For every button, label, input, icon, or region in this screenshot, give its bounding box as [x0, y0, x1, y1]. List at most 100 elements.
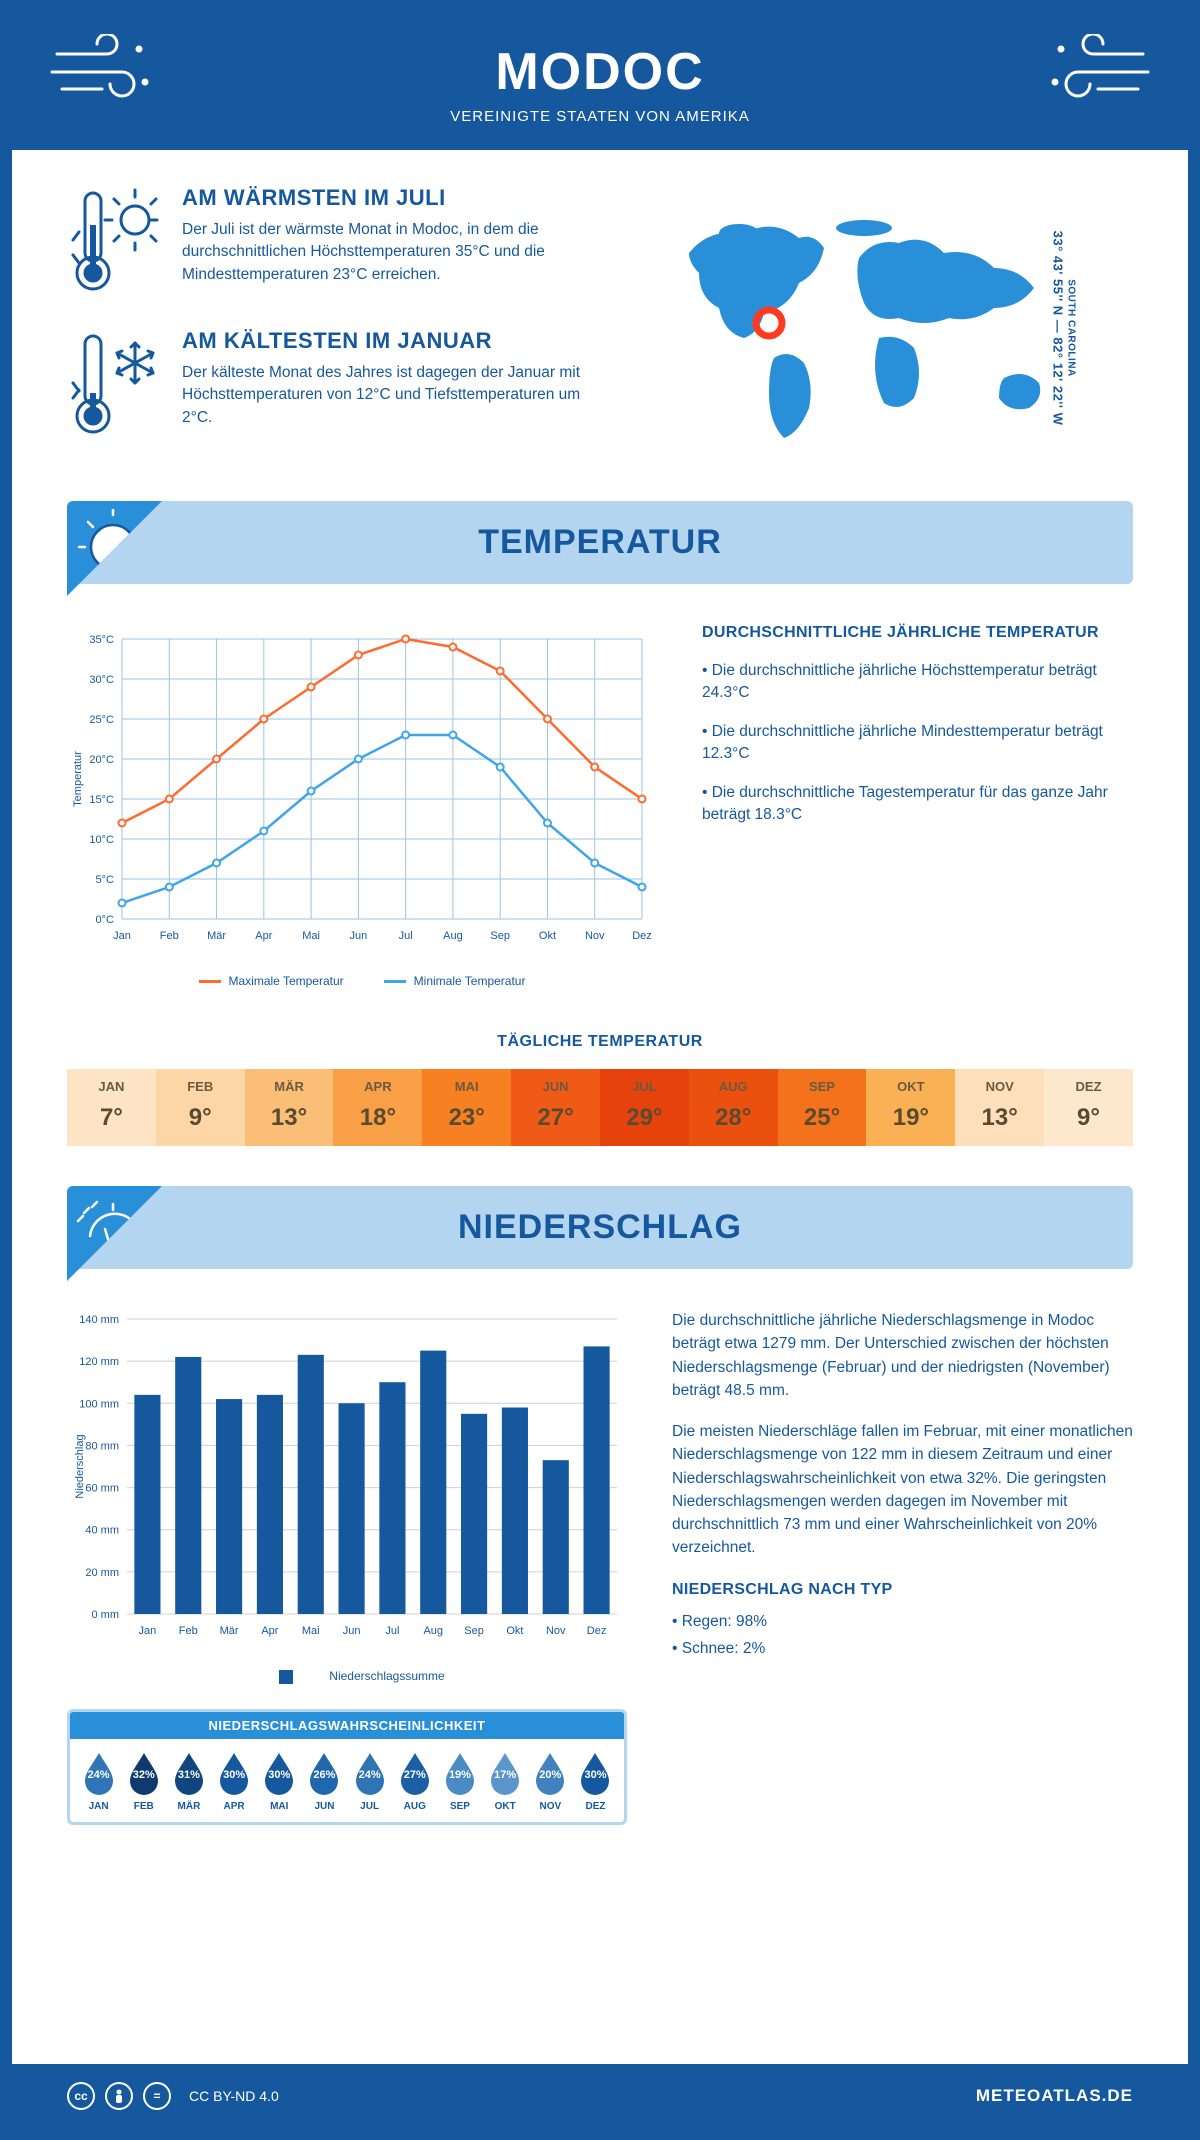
- prob-cell: 24%JAN: [76, 1751, 121, 1812]
- svg-text:Dez: Dez: [587, 1625, 607, 1637]
- heatmap-cell: JAN7°: [67, 1069, 156, 1146]
- legend-sum: Niederschlagssumme: [249, 1669, 444, 1684]
- svg-text:Aug: Aug: [443, 930, 463, 942]
- heatmap-cell: FEB9°: [156, 1069, 245, 1146]
- prob-cell: 17%OKT: [483, 1751, 528, 1812]
- legend-max: Maximale Temperatur: [199, 974, 344, 988]
- svg-text:20°C: 20°C: [89, 754, 114, 766]
- raindrop-icon: 30%: [217, 1751, 251, 1795]
- precip-bullet: • Schnee: 2%: [672, 1637, 1133, 1660]
- heatmap-cell: MÄR13°: [245, 1069, 334, 1146]
- svg-text:Temperatur: Temperatur: [72, 751, 84, 807]
- location-subtitle: VEREINIGTE STAATEN VON AMERIKA: [32, 108, 1168, 125]
- coldest-block: AM KÄLTESTEN IM JANUAR Der kälteste Mona…: [67, 328, 585, 443]
- precip-legend: Niederschlagssumme: [67, 1669, 627, 1684]
- svg-text:Mai: Mai: [302, 1625, 320, 1637]
- prob-cell: 30%APR: [212, 1751, 257, 1812]
- prob-cell: 20%NOV: [528, 1751, 573, 1812]
- raindrop-icon: 30%: [578, 1751, 612, 1795]
- precip-para: Die meisten Niederschläge fallen im Febr…: [672, 1420, 1133, 1560]
- prob-title: NIEDERSCHLAGSWAHRSCHEINLICHKEIT: [70, 1712, 624, 1739]
- coldest-title: AM KÄLTESTEN IM JANUAR: [182, 328, 585, 354]
- precip-bullet: • Regen: 98%: [672, 1610, 1133, 1633]
- coordinates: SOUTH CAROLINA 33° 43' 55'' N — 82° 12' …: [1051, 231, 1077, 426]
- heatmap-cell: AUG28°: [689, 1069, 778, 1146]
- wind-icon: [47, 34, 157, 109]
- svg-text:Okt: Okt: [539, 930, 556, 942]
- precip-type-title: NIEDERSCHLAG NACH TYP: [672, 1578, 1133, 1602]
- coldest-text: Der kälteste Monat des Jahres ist dagege…: [182, 362, 585, 429]
- svg-text:Apr: Apr: [255, 930, 272, 942]
- section-title: TEMPERATUR: [67, 523, 1133, 562]
- svg-text:5°C: 5°C: [96, 874, 115, 886]
- prob-cell: 19%SEP: [437, 1751, 482, 1812]
- precipitation-bar-chart: 0 mm20 mm40 mm60 mm80 mm100 mm120 mm140 …: [67, 1309, 627, 1825]
- svg-text:Jun: Jun: [343, 1625, 361, 1637]
- heatmap-cell: APR18°: [333, 1069, 422, 1146]
- section-title: NIEDERSCHLAG: [67, 1208, 1133, 1247]
- intro-right: SOUTH CAROLINA 33° 43' 55'' N — 82° 12' …: [615, 185, 1133, 471]
- svg-text:100 mm: 100 mm: [79, 1398, 119, 1410]
- prob-cell: 30%DEZ: [573, 1751, 618, 1812]
- license-block: cc = CC BY-ND 4.0: [67, 2082, 279, 2110]
- svg-text:40 mm: 40 mm: [85, 1525, 119, 1537]
- infographic-page: MODOC VEREINIGTE STAATEN VON AMERIKA AM …: [0, 0, 1200, 2140]
- raindrop-icon: 27%: [398, 1751, 432, 1795]
- svg-text:Mär: Mär: [220, 1625, 239, 1637]
- daily-temp-title: TÄGLICHE TEMPERATUR: [12, 1033, 1188, 1051]
- warmest-text: Der Juli ist der wärmste Monat in Modoc,…: [182, 219, 585, 286]
- legend-min: Minimale Temperatur: [384, 974, 526, 988]
- warmest-block: AM WÄRMSTEN IM JULI Der Juli ist der wär…: [67, 185, 585, 300]
- raindrop-icon: 24%: [353, 1751, 387, 1795]
- nd-icon: =: [143, 2082, 171, 2110]
- svg-text:Jul: Jul: [399, 930, 413, 942]
- svg-text:Jul: Jul: [385, 1625, 399, 1637]
- precipitation-summary: Die durchschnittliche jährliche Niedersc…: [672, 1309, 1133, 1825]
- raindrop-icon: 20%: [533, 1751, 567, 1795]
- svg-text:20 mm: 20 mm: [85, 1567, 119, 1579]
- raindrop-icon: 32%: [127, 1751, 161, 1795]
- svg-text:80 mm: 80 mm: [85, 1440, 119, 1452]
- daily-temp-heatmap: JAN7°FEB9°MÄR13°APR18°MAI23°JUN27°JUL29°…: [67, 1069, 1133, 1146]
- precip-probability-box: NIEDERSCHLAGSWAHRSCHEINLICHKEIT 24%JAN 3…: [67, 1709, 627, 1825]
- temp-summary-title: DURCHSCHNITTLICHE JÄHRLICHE TEMPERATUR: [702, 624, 1133, 642]
- by-icon: [105, 2082, 133, 2110]
- intro-section: AM WÄRMSTEN IM JULI Der Juli ist der wär…: [12, 150, 1188, 501]
- temperature-summary: DURCHSCHNITTLICHE JÄHRLICHE TEMPERATUR •…: [702, 624, 1133, 988]
- temperature-body: 0°C5°C10°C15°C20°C25°C30°C35°CJanFebMärA…: [12, 584, 1188, 1008]
- temperature-line-chart: 0°C5°C10°C15°C20°C25°C30°C35°CJanFebMärA…: [67, 624, 657, 988]
- prob-cell: 30%MAI: [257, 1751, 302, 1812]
- intro-left: AM WÄRMSTEN IM JULI Der Juli ist der wär…: [67, 185, 585, 471]
- svg-text:Jan: Jan: [113, 930, 131, 942]
- heatmap-cell: OKT19°: [866, 1069, 955, 1146]
- svg-text:Mai: Mai: [302, 930, 320, 942]
- heatmap-cell: SEP25°: [778, 1069, 867, 1146]
- prob-cell: 26%JUN: [302, 1751, 347, 1812]
- heatmap-cell: MAI23°: [422, 1069, 511, 1146]
- svg-text:120 mm: 120 mm: [79, 1356, 119, 1368]
- thermometer-snow-icon: [67, 328, 162, 443]
- thermometer-sun-icon: [67, 185, 162, 300]
- svg-text:0 mm: 0 mm: [92, 1609, 120, 1621]
- svg-text:Sep: Sep: [490, 930, 510, 942]
- precip-para: Die durchschnittliche jährliche Niedersc…: [672, 1309, 1133, 1402]
- raindrop-icon: 26%: [307, 1751, 341, 1795]
- temp-legend: Maximale Temperatur Minimale Temperatur: [67, 974, 657, 988]
- raindrop-icon: 19%: [443, 1751, 477, 1795]
- svg-text:Niederschlag: Niederschlag: [74, 1434, 86, 1498]
- svg-text:30°C: 30°C: [89, 674, 114, 686]
- svg-text:0°C: 0°C: [96, 914, 115, 926]
- svg-text:Sep: Sep: [464, 1625, 484, 1637]
- location-title: MODOC: [32, 42, 1168, 102]
- svg-text:Dez: Dez: [632, 930, 652, 942]
- raindrop-icon: 31%: [172, 1751, 206, 1795]
- page-header: MODOC VEREINIGTE STAATEN VON AMERIKA: [12, 12, 1188, 150]
- temperature-section-header: TEMPERATUR: [67, 501, 1133, 584]
- page-footer: cc = CC BY-ND 4.0 METEOATLAS.DE: [12, 2064, 1188, 2128]
- svg-text:Mär: Mär: [207, 930, 226, 942]
- raindrop-icon: 17%: [488, 1751, 522, 1795]
- svg-text:Jun: Jun: [349, 930, 367, 942]
- raindrop-icon: 30%: [262, 1751, 296, 1795]
- temp-bullet: • Die durchschnittliche jährliche Mindes…: [702, 721, 1133, 766]
- svg-text:60 mm: 60 mm: [85, 1483, 119, 1495]
